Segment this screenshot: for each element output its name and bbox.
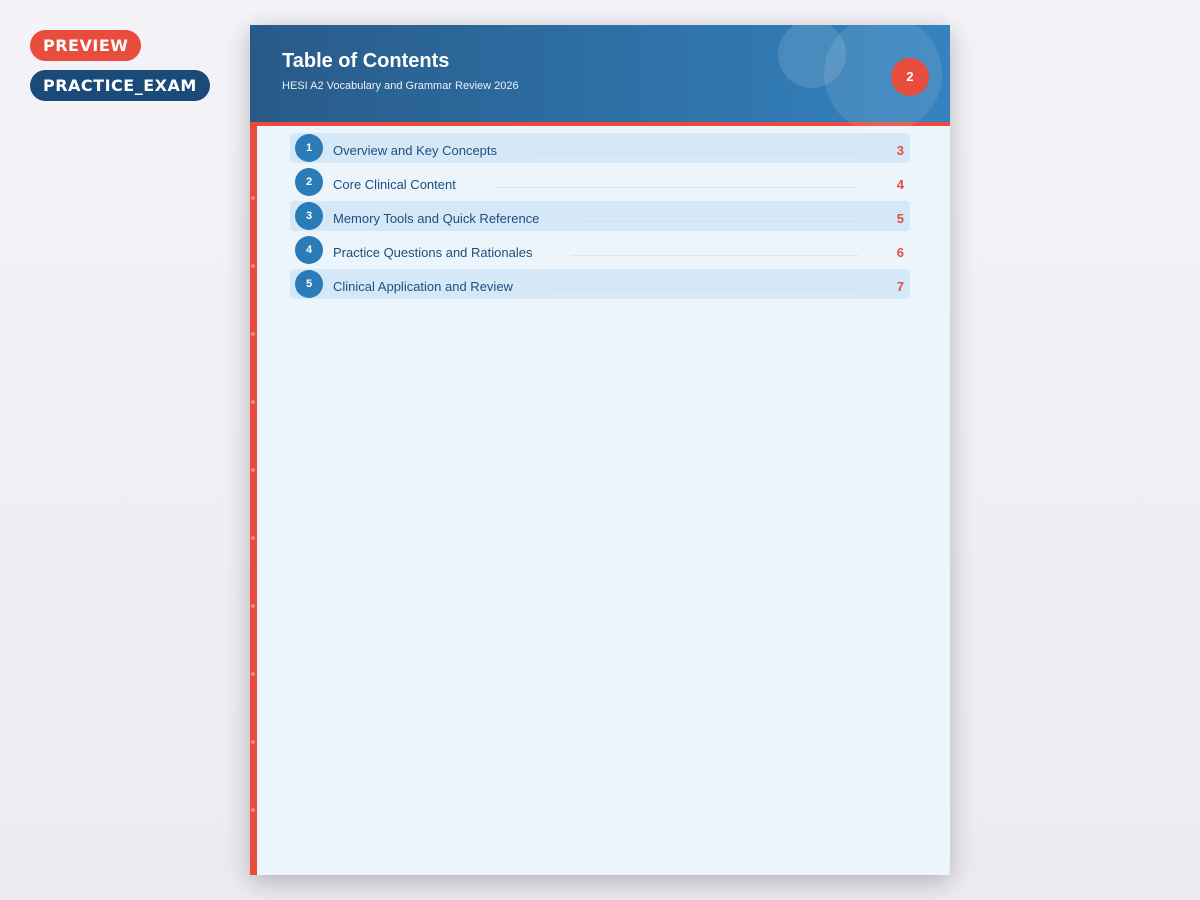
page-number-badge: 2	[891, 58, 929, 96]
section-title: Clinical Application and Review	[333, 278, 513, 294]
decor-circle	[778, 25, 846, 88]
toc-entry[interactable]: 5 Clinical Application and Review 7	[290, 269, 910, 299]
section-number: 3	[295, 202, 323, 230]
section-title: Practice Questions and Rationales	[333, 244, 533, 260]
rail-dot	[251, 808, 255, 812]
dot-leader	[579, 220, 857, 222]
rail-dot	[251, 468, 255, 472]
dot-leader	[537, 152, 857, 154]
section-number: 1	[295, 134, 323, 162]
section-title: Memory Tools and Quick Reference	[333, 210, 540, 226]
preview-badge: PREVIEW	[30, 30, 142, 61]
exam-type-badge: PRACTICE_EXAM	[30, 70, 210, 101]
rail-dot	[251, 536, 255, 540]
rail-dot	[251, 740, 255, 744]
page-subtitle: HESI A2 Vocabulary and Grammar Review 20…	[282, 80, 519, 92]
section-number: 4	[295, 236, 323, 264]
section-page: 3	[896, 142, 904, 158]
dot-leader	[495, 186, 857, 188]
dot-leader	[572, 254, 857, 256]
dot-leader	[552, 288, 857, 290]
rail-dot	[251, 332, 255, 336]
section-number: 5	[295, 270, 323, 298]
section-page: 4	[896, 176, 904, 192]
section-number: 2	[295, 168, 323, 196]
rail-dot	[251, 264, 255, 268]
page-header: Table of Contents HESI A2 Vocabulary and…	[250, 25, 950, 133]
rail-dot	[251, 672, 255, 676]
section-title: Core Clinical Content	[333, 176, 456, 192]
toc-entry[interactable]: 4 Practice Questions and Rationales 6	[290, 235, 910, 265]
binding-rail	[250, 126, 257, 875]
page-title: Table of Contents	[282, 50, 450, 72]
rail-dot	[251, 196, 255, 200]
rail-dot	[251, 604, 255, 608]
section-page: 5	[896, 210, 904, 226]
section-page: 6	[896, 244, 904, 260]
section-title: Overview and Key Concepts	[333, 142, 498, 158]
document-page: Table of Contents HESI A2 Vocabulary and…	[250, 25, 950, 875]
section-page: 7	[896, 278, 904, 294]
toc-entry[interactable]: 2 Core Clinical Content 4	[290, 167, 910, 197]
toc-entry[interactable]: 1 Overview and Key Concepts 3	[290, 133, 910, 163]
toc-entry[interactable]: 3 Memory Tools and Quick Reference 5	[290, 201, 910, 231]
rail-dot	[251, 400, 255, 404]
